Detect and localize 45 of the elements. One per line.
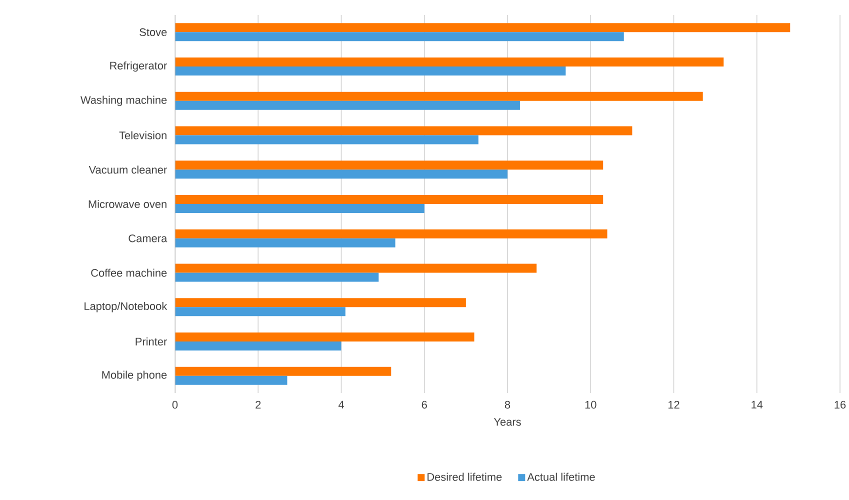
bar [175,272,379,282]
bar [175,23,790,32]
bar [175,376,288,385]
bar [175,238,396,248]
y-tick-label: Television [119,131,166,140]
bar [175,341,342,350]
bar [175,307,346,316]
x-tick-label: 12 [668,400,680,409]
x-tick-label: 6 [422,400,427,409]
bar [175,66,566,76]
x-tick-label: 4 [338,400,344,408]
bar [175,126,632,136]
bar [175,92,703,101]
bar [175,229,608,238]
x-tick-label: 0 [172,400,178,409]
x-tick-label: 14 [752,400,763,408]
bar [175,332,474,342]
y-tick-label: Laptop/Notebook [84,302,168,312]
y-tick-label: Refrigerator [110,61,167,72]
legend-label: Desired lifetime [428,472,502,481]
x-tick-label: 16 [834,400,846,409]
bar [175,264,537,273]
bar [175,160,604,170]
y-tick-label: Coffee machine [91,268,167,277]
y-tick-label: Microwave oven [88,200,166,208]
bar [175,135,478,144]
bar [175,298,466,308]
bar [175,170,508,179]
legend-label: Actual lifetime [527,472,595,481]
y-tick-label: Printer [136,337,167,346]
y-tick-label: Stove [140,28,167,36]
bar [175,366,392,376]
x-axis-title: Years [494,418,521,426]
bar [175,204,424,213]
x-tick-label: 10 [585,400,596,409]
bar [175,100,520,110]
x-tick-label: 8 [504,400,510,409]
bar [175,58,724,67]
y-tick-label: Vacuum cleaner [88,166,167,174]
bar [175,32,624,42]
y-tick-label: Camera [128,234,168,242]
bar [175,194,604,204]
y-tick-label: Mobile phone [102,370,167,381]
x-tick-label: 2 [256,400,261,409]
y-tick-label: Washing machine [80,96,167,106]
